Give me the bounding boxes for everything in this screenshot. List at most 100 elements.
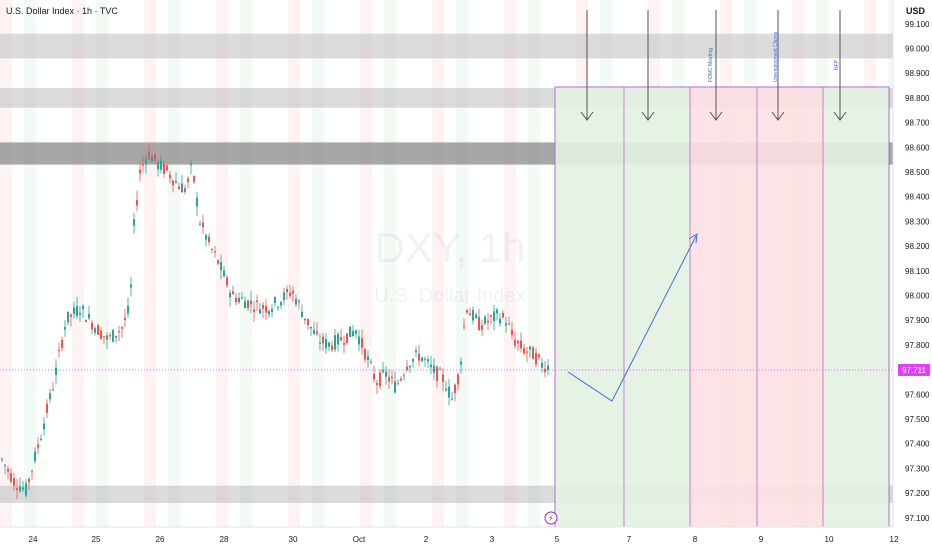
candle-body — [301, 311, 303, 318]
candle-body — [214, 251, 216, 253]
candle-body — [403, 375, 405, 377]
candle-body — [211, 249, 213, 251]
candle-body — [151, 156, 153, 162]
candle-body — [193, 176, 195, 182]
candle-body — [250, 300, 252, 305]
candle-body — [157, 162, 159, 170]
forecast-boxes — [554, 86, 890, 528]
session-stripe — [168, 0, 180, 527]
candle-body — [415, 350, 417, 353]
x-tick-label: 5 — [555, 535, 560, 544]
candle-body — [262, 304, 264, 309]
candle-body — [19, 486, 21, 492]
candle-body — [394, 381, 396, 393]
symbol-title[interactable]: U.S. Dollar Index · 1h · TVC — [6, 6, 118, 16]
candle-body — [67, 311, 69, 322]
candle-body — [529, 346, 531, 350]
session-stripe — [528, 0, 540, 527]
y-tick-label: 97.500 — [905, 415, 930, 424]
candle-body — [232, 291, 234, 295]
candle-body — [466, 310, 468, 313]
candle-body — [148, 151, 150, 159]
candle-body — [64, 326, 66, 330]
currency-label[interactable]: USD — [906, 6, 926, 16]
candle-body — [7, 468, 9, 472]
event-label: FOMC Meeting — [708, 48, 714, 82]
candle-body — [289, 292, 291, 296]
candle-body — [421, 357, 423, 361]
candle-body — [484, 316, 486, 324]
candle-body — [475, 314, 477, 318]
projection-path — [567, 235, 697, 402]
candle-body — [58, 349, 60, 351]
candle-body — [160, 160, 162, 170]
x-tick-label: 24 — [29, 535, 38, 544]
y-tick-label: 97.300 — [905, 464, 930, 473]
forecast-box-green — [555, 87, 690, 527]
candle-body — [406, 366, 408, 371]
candle-body — [526, 351, 528, 353]
candle-body — [10, 473, 12, 482]
candle-body — [535, 352, 537, 365]
candle-body — [490, 315, 492, 317]
candle-body — [457, 374, 459, 385]
candle-body — [376, 382, 378, 385]
y-tick-label: 98.000 — [905, 292, 930, 301]
projection-arrowhead — [688, 233, 698, 244]
session-stripe — [288, 0, 300, 527]
candle-body — [436, 366, 438, 382]
session-stripe — [384, 0, 396, 527]
y-tick-label: 98.500 — [905, 168, 930, 177]
candle-body — [322, 336, 324, 344]
candle-body — [310, 326, 312, 329]
candle-body — [103, 336, 105, 338]
candle-body — [268, 311, 270, 315]
candle-body — [118, 331, 120, 333]
candle-body — [178, 186, 180, 190]
candle-body — [136, 200, 138, 206]
y-axis-panel — [893, 0, 932, 550]
candle-body — [373, 373, 375, 380]
down-arrow-head — [833, 111, 847, 121]
y-tick-label: 98.700 — [905, 119, 930, 128]
candle-body — [46, 403, 48, 413]
candle-body — [115, 335, 117, 338]
candle-body — [502, 312, 504, 318]
session-stripe — [192, 0, 204, 527]
candle-body — [295, 298, 297, 305]
candle-body — [442, 374, 444, 382]
candle-body — [478, 316, 480, 331]
candle-body — [271, 308, 273, 312]
candle-body — [493, 311, 495, 322]
candle-body — [154, 154, 156, 161]
candle-body — [283, 292, 285, 300]
candle-body — [331, 345, 333, 350]
candle-body — [91, 322, 93, 330]
x-tick-label: 9 — [759, 535, 764, 544]
candle-body — [184, 188, 186, 192]
session-stripe — [120, 0, 132, 527]
candle-body — [34, 451, 36, 462]
candle-body — [235, 297, 237, 303]
session-stripe — [360, 0, 372, 527]
candle-body — [514, 339, 516, 346]
price-zone — [0, 33, 893, 59]
candle-body — [79, 312, 81, 315]
candle-body — [247, 300, 249, 309]
session-stripe — [336, 0, 348, 527]
candle-body — [511, 329, 513, 335]
candle-body — [199, 223, 201, 225]
candle-body — [328, 342, 330, 347]
candle-body — [25, 483, 27, 496]
candle-body — [346, 333, 348, 343]
candle-body — [340, 337, 342, 341]
session-stripe — [240, 0, 252, 527]
session-stripe — [96, 0, 108, 527]
candle-body — [292, 290, 294, 294]
candle-body — [325, 338, 327, 349]
candle-body — [253, 309, 255, 312]
down-arrow-head — [580, 111, 594, 121]
candle-body — [547, 365, 549, 371]
